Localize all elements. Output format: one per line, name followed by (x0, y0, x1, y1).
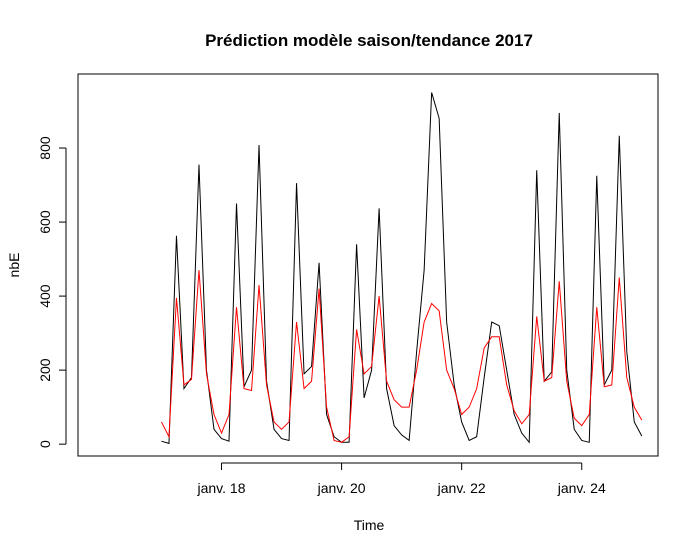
plot-frame (77, 73, 659, 457)
chart-title: Prédiction modèle saison/tendance 2017 (205, 31, 533, 50)
y-tick-label: 400 (37, 284, 53, 308)
y-tick-label: 200 (37, 358, 53, 382)
y-axis-label: nbE (6, 253, 22, 278)
x-axis-label: Time (354, 517, 385, 533)
y-tick-label: 800 (37, 136, 53, 160)
x-tick-label: janv. 18 (196, 480, 245, 496)
series-line (161, 270, 643, 443)
y-tick-label: 600 (37, 210, 53, 234)
x-tick-label: janv. 20 (317, 480, 366, 496)
x-tick-label: janv. 24 (557, 480, 606, 496)
x-tick-label: janv. 22 (437, 480, 486, 496)
series-line (161, 92, 643, 445)
y-tick-label: 0 (37, 440, 53, 448)
